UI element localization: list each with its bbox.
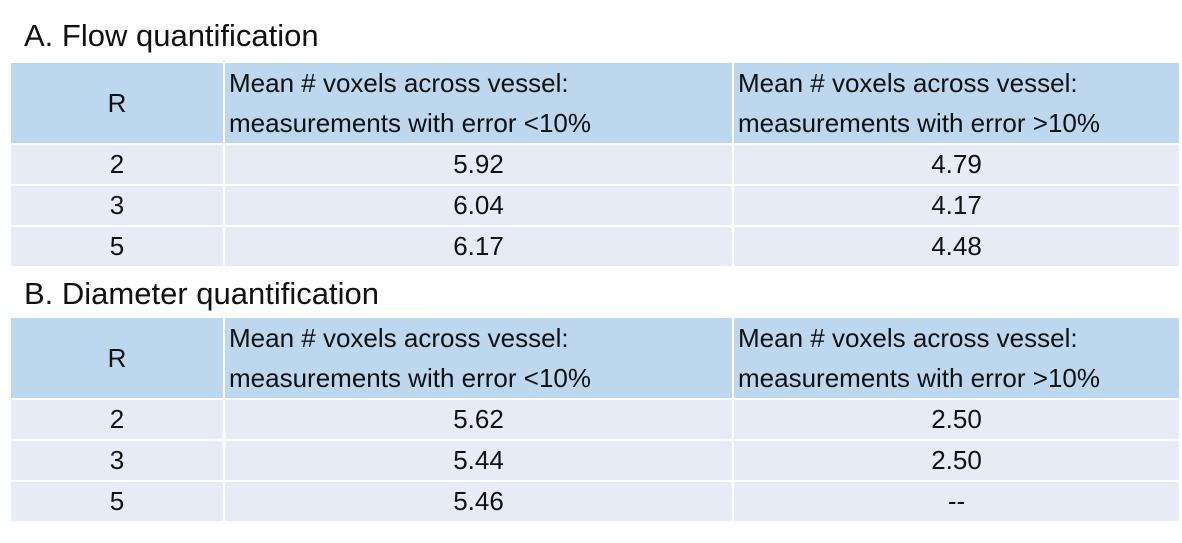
data-cell: 6.04 [225, 186, 732, 225]
data-cell: 6.17 [225, 227, 732, 266]
data-cell: 2.50 [734, 400, 1179, 439]
header-row: R Mean # voxels across vessel: measurement… [11, 318, 1179, 398]
header-cell: R [11, 318, 223, 398]
data-cell: 5.44 [225, 441, 732, 480]
header-text: measurements with error >10% [738, 363, 1100, 393]
table-title: A. Flow quantification [24, 18, 319, 53]
header-text: Mean # voxels across vessel: [229, 68, 569, 98]
data-cell: 5.62 [225, 400, 732, 439]
header-text: R [107, 343, 127, 373]
data-cell: 4.48 [734, 227, 1179, 266]
data-cell: 4.17 [734, 186, 1179, 225]
header-text: measurements with error <10% [229, 108, 591, 138]
data-cell: 2 [11, 400, 223, 439]
data-cell: 5.46 [225, 482, 732, 521]
header-cell: Mean # voxels across vessel: measurements… [225, 63, 732, 143]
data-cell: 4.79 [734, 145, 1179, 184]
data-cell: 2.50 [734, 441, 1179, 480]
header-row: R Mean # voxels across vessel: measurement… [11, 63, 1179, 143]
header-text: R [107, 88, 127, 118]
header-text: Mean # voxels across vessel: [229, 323, 569, 353]
data-row: 2 5.92 4.79 [11, 145, 1179, 184]
header-cell: Mean # voxels across vessel: measurements… [225, 318, 732, 398]
data-cell: 5 [11, 227, 223, 266]
data-table: R Mean # voxels across vessel: measurement… [9, 61, 1181, 268]
header-text: Mean # voxels across vessel: [738, 323, 1078, 353]
data-row: 2 5.62 2.50 [11, 400, 1179, 439]
data-row: 3 6.04 4.17 [11, 186, 1179, 225]
data-table: R Mean # voxels across vessel: measurement… [9, 316, 1181, 523]
table-title: B. Diameter quantification [24, 276, 379, 311]
data-row: 5 6.17 4.48 [11, 227, 1179, 266]
data-cell: 3 [11, 186, 223, 225]
data-cell: 5 [11, 482, 223, 521]
data-cell: 2 [11, 145, 223, 184]
header-text: measurements with error <10% [229, 363, 591, 393]
data-cell: 5.92 [225, 145, 732, 184]
header-text: measurements with error >10% [738, 108, 1100, 138]
data-row: 3 5.44 2.50 [11, 441, 1179, 480]
data-row: 5 5.46 -- [11, 482, 1179, 521]
header-cell: Mean # voxels across vessel: measurements… [734, 63, 1179, 143]
header-text: Mean # voxels across vessel: [738, 68, 1078, 98]
data-cell: -- [734, 482, 1179, 521]
header-cell: Mean # voxels across vessel: measurements… [734, 318, 1179, 398]
header-cell: R [11, 63, 223, 143]
data-cell: 3 [11, 441, 223, 480]
